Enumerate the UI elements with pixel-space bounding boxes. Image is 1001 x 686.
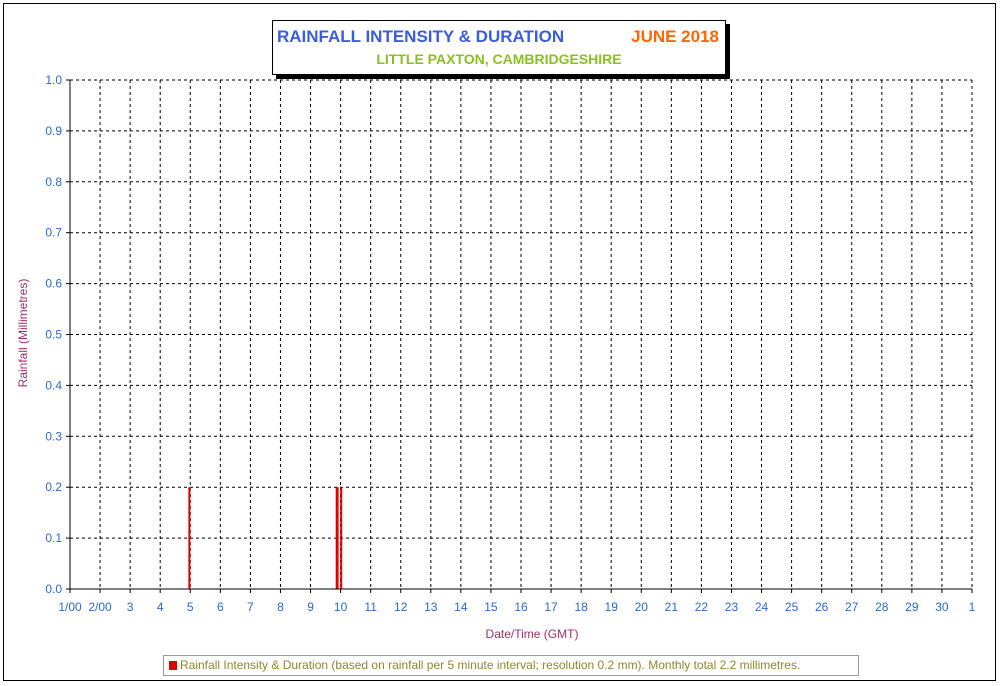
y-tick-label: 0.8 <box>45 175 62 189</box>
x-tick-label: 30 <box>935 600 949 614</box>
y-tick-label: 0.2 <box>45 480 62 494</box>
x-tick-label: 12 <box>394 600 408 614</box>
chart-month: JUNE 2018 <box>631 27 719 46</box>
x-tick-label: 2/00 <box>88 600 112 614</box>
x-tick-label: 23 <box>725 600 739 614</box>
x-tick-label: 14 <box>454 600 468 614</box>
y-axis-label: Rainfall (Millimetres) <box>16 279 30 388</box>
chart-location: LITTLE PAXTON, CAMBRIDGESHIRE <box>376 51 622 67</box>
x-tick-label: 17 <box>544 600 558 614</box>
x-tick-label: 3 <box>127 600 134 614</box>
rain-bar <box>188 487 191 589</box>
y-tick-label: 1.0 <box>45 73 62 87</box>
legend-label: Rainfall Intensity & Duration (based on … <box>180 658 801 672</box>
x-tick-label: 11 <box>364 600 377 614</box>
y-tick-label: 0.1 <box>45 531 62 545</box>
y-tick-labels: 0.0 0.1 0.2 0.3 0.4 0.5 0.6 0.7 0.8 0.9 1.0 <box>45 73 62 596</box>
y-tick-label: 0.5 <box>45 328 62 342</box>
x-tick-label: 6 <box>217 600 224 614</box>
title-box: RAINFALL INTENSITY & DURATION JUNE 2018 … <box>272 20 726 75</box>
x-tick-label: 26 <box>815 600 829 614</box>
x-tick-label: 15 <box>484 600 498 614</box>
rain-bar <box>340 487 343 589</box>
chart-frame <box>3 3 996 681</box>
x-tick-label: 7 <box>247 600 254 614</box>
y-tick-label: 0.4 <box>45 378 62 392</box>
x-tick-label: 16 <box>514 600 528 614</box>
x-tick-label: 1 <box>969 600 976 614</box>
y-tick-label: 0.0 <box>45 582 62 596</box>
y-tick-label: 0.6 <box>45 277 62 291</box>
x-tick-label: 27 <box>845 600 859 614</box>
x-tick-label: 22 <box>695 600 709 614</box>
x-tick-label: 19 <box>605 600 619 614</box>
y-tick-label: 0.3 <box>45 429 62 443</box>
y-tick-label: 0.7 <box>45 226 62 240</box>
legend: Rainfall Intensity & Duration (based on … <box>163 655 859 676</box>
x-tick-label: 28 <box>875 600 889 614</box>
x-tick-label: 20 <box>635 600 649 614</box>
x-tick-label: 4 <box>157 600 164 614</box>
x-tick-label: 5 <box>187 600 194 614</box>
y-tick-label: 0.9 <box>45 124 62 138</box>
chart-title: RAINFALL INTENSITY & DURATION <box>277 27 565 46</box>
x-tick-label: 24 <box>755 600 769 614</box>
x-tick-label: 29 <box>905 600 919 614</box>
x-tick-label: 13 <box>424 600 438 614</box>
legend-swatch <box>169 661 177 670</box>
rain-bar <box>336 487 339 589</box>
x-tick-label: 18 <box>574 600 588 614</box>
grid <box>69 79 973 590</box>
x-tick-label: 21 <box>665 600 679 614</box>
x-tick-label: 8 <box>277 600 284 614</box>
x-tick-label: 9 <box>307 600 314 614</box>
x-axis-label: Date/Time (GMT) <box>486 627 579 641</box>
bars <box>188 487 343 589</box>
x-tick-label: 1/00 <box>58 600 82 614</box>
axes <box>66 79 973 593</box>
x-tick-labels: 1/00 2/00 3 4 5 6 7 8 9 10 11 12 13 14 15 16 17 18 19 20 21 2… <box>58 600 975 614</box>
x-tick-label: 10 <box>334 600 348 614</box>
x-tick-label: 25 <box>785 600 799 614</box>
